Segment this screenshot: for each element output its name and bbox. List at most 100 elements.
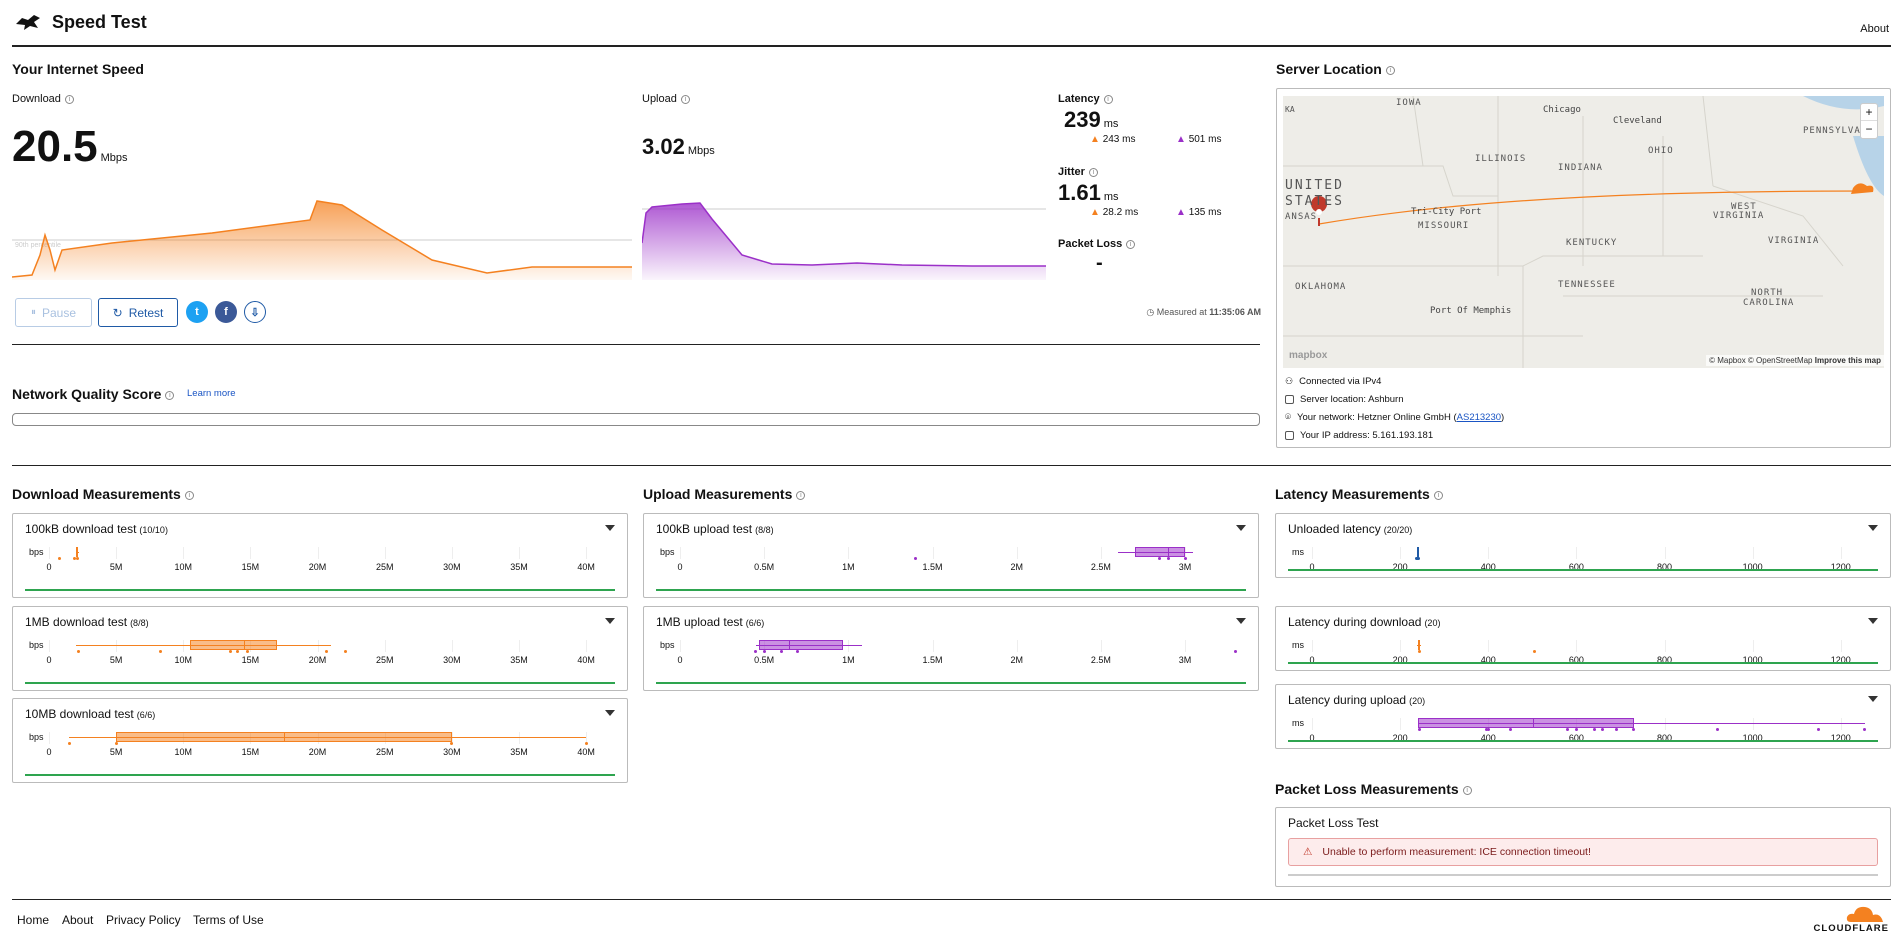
- jitter-upload: ▲ 135 ms: [1176, 207, 1222, 218]
- app-title: Speed Test: [52, 12, 147, 32]
- facebook-share-icon[interactable]: f: [215, 301, 237, 323]
- data-point: [1533, 650, 1537, 653]
- grid-line: [317, 640, 319, 652]
- download-speed-chart: 90th percentile: [12, 200, 632, 280]
- info-icon: i: [1126, 239, 1136, 249]
- status-bar: [1288, 740, 1878, 742]
- ip-row: Your IP address: 5.161.193.181: [1285, 430, 1433, 441]
- learn-more-link[interactable]: Learn more: [187, 388, 236, 399]
- chevron-down-icon[interactable]: [605, 710, 615, 716]
- measurement-card[interactable]: Latency during download (20) ms 0 200 400 600 8…: [1275, 606, 1891, 671]
- box-plot[interactable]: [116, 732, 452, 742]
- box-plot[interactable]: [190, 640, 278, 650]
- grid-line: [519, 547, 520, 559]
- data-point: [1566, 728, 1570, 731]
- grid-line: [586, 547, 588, 559]
- median-line: [1417, 547, 1419, 557]
- axis-unit: bps: [29, 732, 44, 742]
- data-point: [1417, 650, 1421, 653]
- measurement-card[interactable]: Latency during upload (20) ms 0 200 400 600 800…: [1275, 684, 1891, 749]
- axis-unit: bps: [660, 640, 675, 650]
- packet-loss-card: Packet Loss Test ⚠ Unable to perform meas…: [1275, 807, 1891, 887]
- grid-line: [183, 547, 185, 559]
- pause-button[interactable]: ⏸ Pause: [15, 298, 92, 327]
- measurement-card[interactable]: Unloaded latency (20/20) ms 0 200 400 600 800 10…: [1275, 513, 1891, 578]
- chevron-down-icon[interactable]: [605, 618, 615, 624]
- axis-tick-label: 200: [1392, 655, 1408, 665]
- grid-line: [1312, 547, 1313, 559]
- grid-line: [49, 547, 50, 559]
- axis-tick-label: 10M: [174, 655, 193, 665]
- cloudflare-cloud-icon: [1846, 906, 1883, 922]
- info-icon: i: [680, 94, 690, 104]
- measurement-card[interactable]: 100kB download test (10/10) bps 0 5M 10M 15M 20…: [12, 513, 628, 598]
- status-bar: [25, 682, 615, 684]
- box-plot[interactable]: [1417, 718, 1634, 728]
- measurement-card[interactable]: 1MB download test (8/8) bps 0 5M 10M 15M 20M 25M…: [12, 606, 628, 691]
- speed-divider: [12, 344, 1260, 345]
- axis-tick-label: 15M: [241, 655, 260, 665]
- status-bar: [1288, 662, 1878, 664]
- info-icon: i: [1088, 167, 1098, 177]
- data-point: [584, 742, 588, 745]
- map-label: OKLAHOMA: [1295, 282, 1347, 292]
- grid-line: [250, 547, 252, 559]
- map-label: Cleveland: [1613, 116, 1662, 126]
- axis-tick-label: 20M: [308, 562, 327, 572]
- map-attribution[interactable]: © Mapbox © OpenStreetMap Improve this ma…: [1706, 355, 1884, 366]
- zoom-in-button[interactable]: +: [1861, 104, 1877, 121]
- data-point: [1183, 557, 1187, 560]
- axis-tick-label: 40M: [577, 747, 595, 757]
- measurement-card[interactable]: 1MB upload test (6/6) bps 0 0.5M 1M 1.5M 2M 2.5M…: [643, 606, 1259, 691]
- chevron-down-icon[interactable]: [1236, 618, 1246, 624]
- grid-line: [932, 547, 934, 559]
- footer-privacy[interactable]: Privacy Policy: [106, 913, 181, 927]
- mapbox-logo[interactable]: mapbox: [1289, 350, 1328, 361]
- status-bar: [656, 589, 1246, 591]
- chevron-down-icon[interactable]: [1868, 525, 1878, 531]
- twitter-share-icon[interactable]: t: [186, 301, 208, 323]
- data-point: [1484, 728, 1488, 731]
- axis-tick-label: 1.5M: [922, 655, 943, 665]
- data-point: [1715, 728, 1719, 731]
- map-label: ANSAS: [1285, 212, 1318, 222]
- footer-home[interactable]: Home: [17, 913, 50, 927]
- chevron-down-icon[interactable]: [1868, 618, 1878, 624]
- measured-at: ◷ Measured at 11:35:06 AM: [1146, 307, 1261, 317]
- measurement-card[interactable]: 10MB download test (6/6) bps 0 5M 10M 15M 20M 25…: [12, 698, 628, 783]
- jitter-download: ▲ 28.2 ms: [1090, 207, 1139, 218]
- map[interactable]: IOWA Chicago Cleveland PENNSYLVA ILLINOI…: [1283, 96, 1884, 368]
- axis-tick-label: 800: [1656, 655, 1673, 665]
- grid-line: [1100, 547, 1102, 559]
- map-label: Chicago: [1543, 105, 1581, 115]
- latency-label: Latency i: [1058, 93, 1113, 105]
- footer-about[interactable]: About: [62, 913, 94, 927]
- axis-tick-label: 0: [677, 562, 683, 572]
- footer-divider: [12, 899, 1891, 900]
- axis-tick-label: 2M: [1010, 655, 1023, 665]
- latency-measurements-title: Latency Measurements i: [1275, 486, 1443, 502]
- grid-line: [384, 547, 386, 559]
- retest-button[interactable]: ↻ Retest: [98, 298, 178, 327]
- chevron-down-icon[interactable]: [1236, 525, 1246, 531]
- map-label: UNITED: [1285, 178, 1344, 193]
- measurement-card-title: Latency during download (20): [1288, 615, 1441, 629]
- data-point: [158, 650, 162, 653]
- chevron-down-icon[interactable]: [1868, 696, 1878, 702]
- box-plot[interactable]: [759, 640, 844, 650]
- latency-value: 239 ms: [1064, 107, 1119, 132]
- about-link[interactable]: About: [1860, 23, 1889, 35]
- grid-line: [1752, 640, 1754, 652]
- zoom-out-button[interactable]: −: [1865, 122, 1873, 136]
- axis-tick-label: 400: [1480, 562, 1496, 572]
- chevron-down-icon[interactable]: [605, 525, 615, 531]
- footer-terms[interactable]: Terms of Use: [193, 913, 264, 927]
- box-plot[interactable]: [1134, 547, 1186, 557]
- measurement-card-title: 100kB download test (10/10): [25, 522, 168, 536]
- download-results-icon[interactable]: ⇩: [244, 301, 266, 323]
- location-pin-icon: ⌾: [1285, 412, 1291, 423]
- axis-tick-label: 400: [1480, 733, 1496, 743]
- asn-link[interactable]: AS213230: [1456, 412, 1502, 423]
- grid-line: [1400, 718, 1402, 730]
- measurement-card[interactable]: 100kB upload test (8/8) bps 0 0.5M 1M 1.5M 2M 2.…: [643, 513, 1259, 598]
